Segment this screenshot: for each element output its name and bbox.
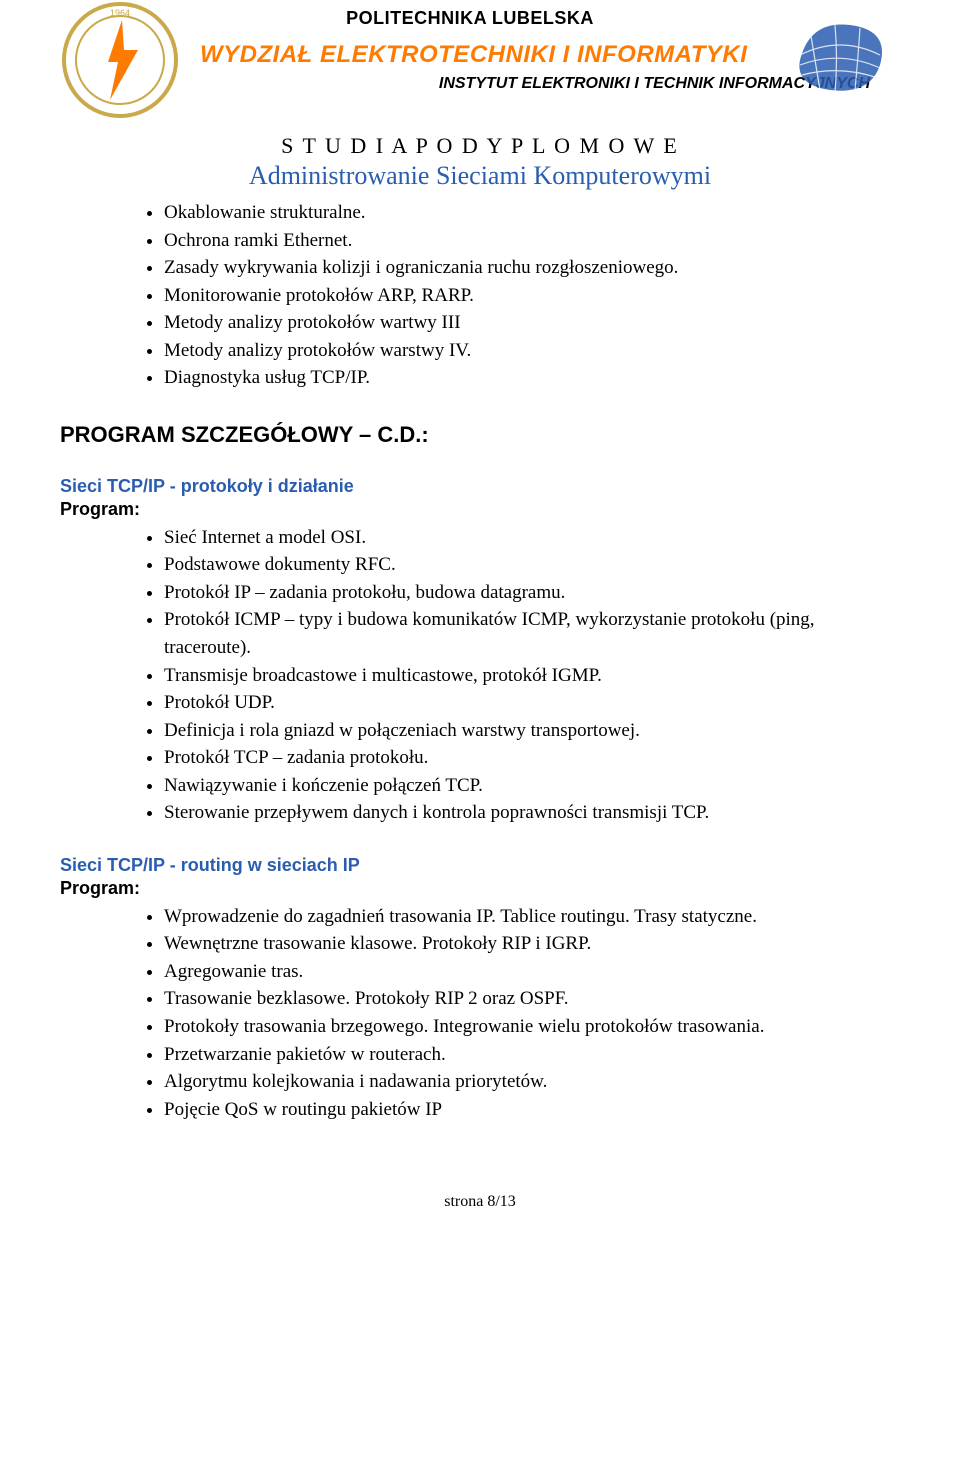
title-line-1: S T U D I A P O D Y P L O M O W E: [60, 133, 900, 159]
list-item: Wprowadzenie do zagadnień trasowania IP.…: [164, 903, 900, 931]
list-item: Diagnostyka usług TCP/IP.: [164, 364, 900, 392]
list-item: Podstawowe dokumenty RFC.: [164, 551, 900, 579]
page-header: 1964 POLITECHNIKA LUBELSKA WYDZIAŁ ELEKT…: [60, 0, 900, 93]
list-item: Zasady wykrywania kolizji i ograniczania…: [164, 254, 900, 282]
list-item: Transmisje broadcastowe i multicastowe, …: [164, 662, 900, 690]
list-item: Wewnętrzne trasowanie klasowe. Protokoły…: [164, 930, 900, 958]
list-item: Protokoły trasowania brzegowego. Integro…: [164, 1013, 900, 1041]
list-item: Pojęcie QoS w routingu pakietów IP: [164, 1096, 900, 1124]
institute-logo-icon: [780, 0, 900, 100]
page-content: S T U D I A P O D Y P L O M O W E Admini…: [60, 133, 900, 1211]
section-heading: Sieci TCP/IP - routing w sieciach IP: [60, 855, 900, 876]
institute-name: INSTYTUT ELEKTRONIKI I TECHNIK INFORMACY…: [60, 75, 870, 93]
title-line-2: Administrowanie Sieciami Komputerowymi: [60, 161, 900, 191]
list-item: Algorytmu kolejkowania i nadawania prior…: [164, 1068, 900, 1096]
page-footer: strona 8/13: [60, 1193, 900, 1211]
intro-list: Okablowanie strukturalne.Ochrona ramki E…: [140, 199, 900, 392]
page: 1964 POLITECHNIKA LUBELSKA WYDZIAŁ ELEKT…: [0, 0, 960, 1251]
list-item: Monitorowanie protokołów ARP, RARP.: [164, 282, 900, 310]
list-item: Protokół ICMP – typy i budowa komunikató…: [164, 606, 900, 661]
list-item: Protokół TCP – zadania protokołu.: [164, 744, 900, 772]
svg-text:1964: 1964: [110, 8, 130, 18]
section-heading: Sieci TCP/IP - protokoły i działanie: [60, 476, 900, 497]
program-label: Program:: [60, 499, 900, 520]
list-item: Okablowanie strukturalne.: [164, 199, 900, 227]
list-item: Agregowanie tras.: [164, 958, 900, 986]
list-item: Sieć Internet a model OSI.: [164, 524, 900, 552]
sections-container: Sieci TCP/IP - protokoły i działanieProg…: [60, 476, 900, 1123]
list-item: Sterowanie przepływem danych i kontrola …: [164, 799, 900, 827]
section-list: Sieć Internet a model OSI.Podstawowe dok…: [140, 524, 900, 827]
university-seal-icon: 1964: [60, 0, 180, 120]
program-label: Program:: [60, 878, 900, 899]
list-item: Metody analizy protokołów warstwy IV.: [164, 337, 900, 365]
list-item: Przetwarzanie pakietów w routerach.: [164, 1041, 900, 1069]
list-item: Protokół UDP.: [164, 689, 900, 717]
section-title: PROGRAM SZCZEGÓŁOWY – C.D.:: [60, 422, 900, 448]
list-item: Definicja i rola gniazd w połączeniach w…: [164, 717, 900, 745]
list-item: Ochrona ramki Ethernet.: [164, 227, 900, 255]
list-item: Metody analizy protokołów wartwy III: [164, 309, 900, 337]
university-name: POLITECHNIKA LUBELSKA: [160, 8, 780, 29]
list-item: Trasowanie bezklasowe. Protokoły RIP 2 o…: [164, 985, 900, 1013]
section-list: Wprowadzenie do zagadnień trasowania IP.…: [140, 903, 900, 1123]
list-item: Protokół IP – zadania protokołu, budowa …: [164, 579, 900, 607]
list-item: Nawiązywanie i kończenie połączeń TCP.: [164, 772, 900, 800]
